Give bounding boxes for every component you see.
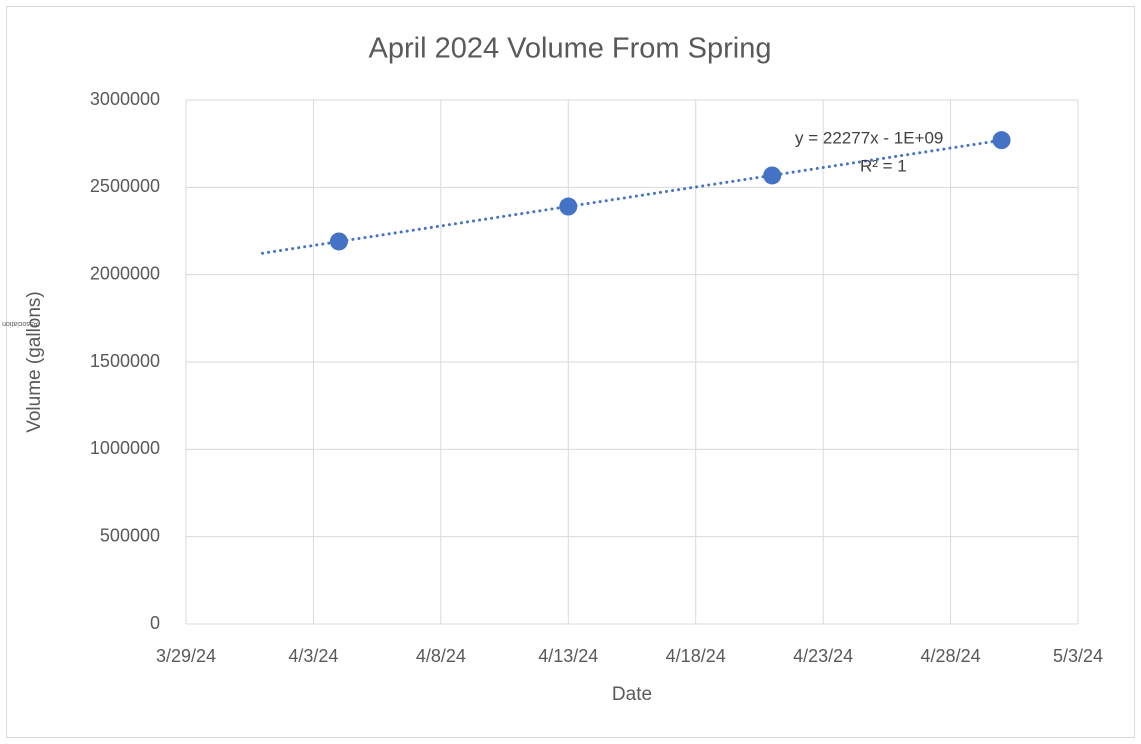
annotation: Association xyxy=(2,320,38,327)
x-tick-label: 4/3/24 xyxy=(288,646,338,666)
y-tick-label: 500000 xyxy=(100,525,160,545)
x-tick-label: 4/28/24 xyxy=(921,646,981,666)
x-tick-label: 5/3/24 xyxy=(1053,646,1103,666)
point xyxy=(992,131,1011,150)
chart-title: April 2024 Volume From Spring xyxy=(369,33,772,65)
x-tick-label: 4/8/24 xyxy=(416,646,466,666)
trendline xyxy=(260,138,1004,255)
y-tick-label: 2000000 xyxy=(90,263,160,283)
point xyxy=(763,166,782,185)
chart-border xyxy=(6,6,1135,738)
x-tick-label: 4/23/24 xyxy=(793,646,853,666)
x-tick-label: 3/29/24 xyxy=(156,646,216,666)
x-axis-label: Date xyxy=(612,684,652,705)
y-axis-label: Volume (gallons) xyxy=(24,291,45,433)
y-tick-label: 1500000 xyxy=(90,351,160,371)
trendline-r-squared: R² = 1 xyxy=(860,156,907,175)
y-tick-label: 1000000 xyxy=(90,438,160,458)
x-tick-label: 4/13/24 xyxy=(538,646,598,666)
point xyxy=(329,232,348,251)
x-tick-label: 4/18/24 xyxy=(666,646,726,666)
point xyxy=(559,197,578,216)
y-tick-label: 3000000 xyxy=(90,89,160,109)
y-tick-label: 2500000 xyxy=(90,176,160,196)
y-tick-label: 0 xyxy=(150,613,160,633)
trendline-equation: y = 22277x - 1E+09 xyxy=(795,128,943,147)
